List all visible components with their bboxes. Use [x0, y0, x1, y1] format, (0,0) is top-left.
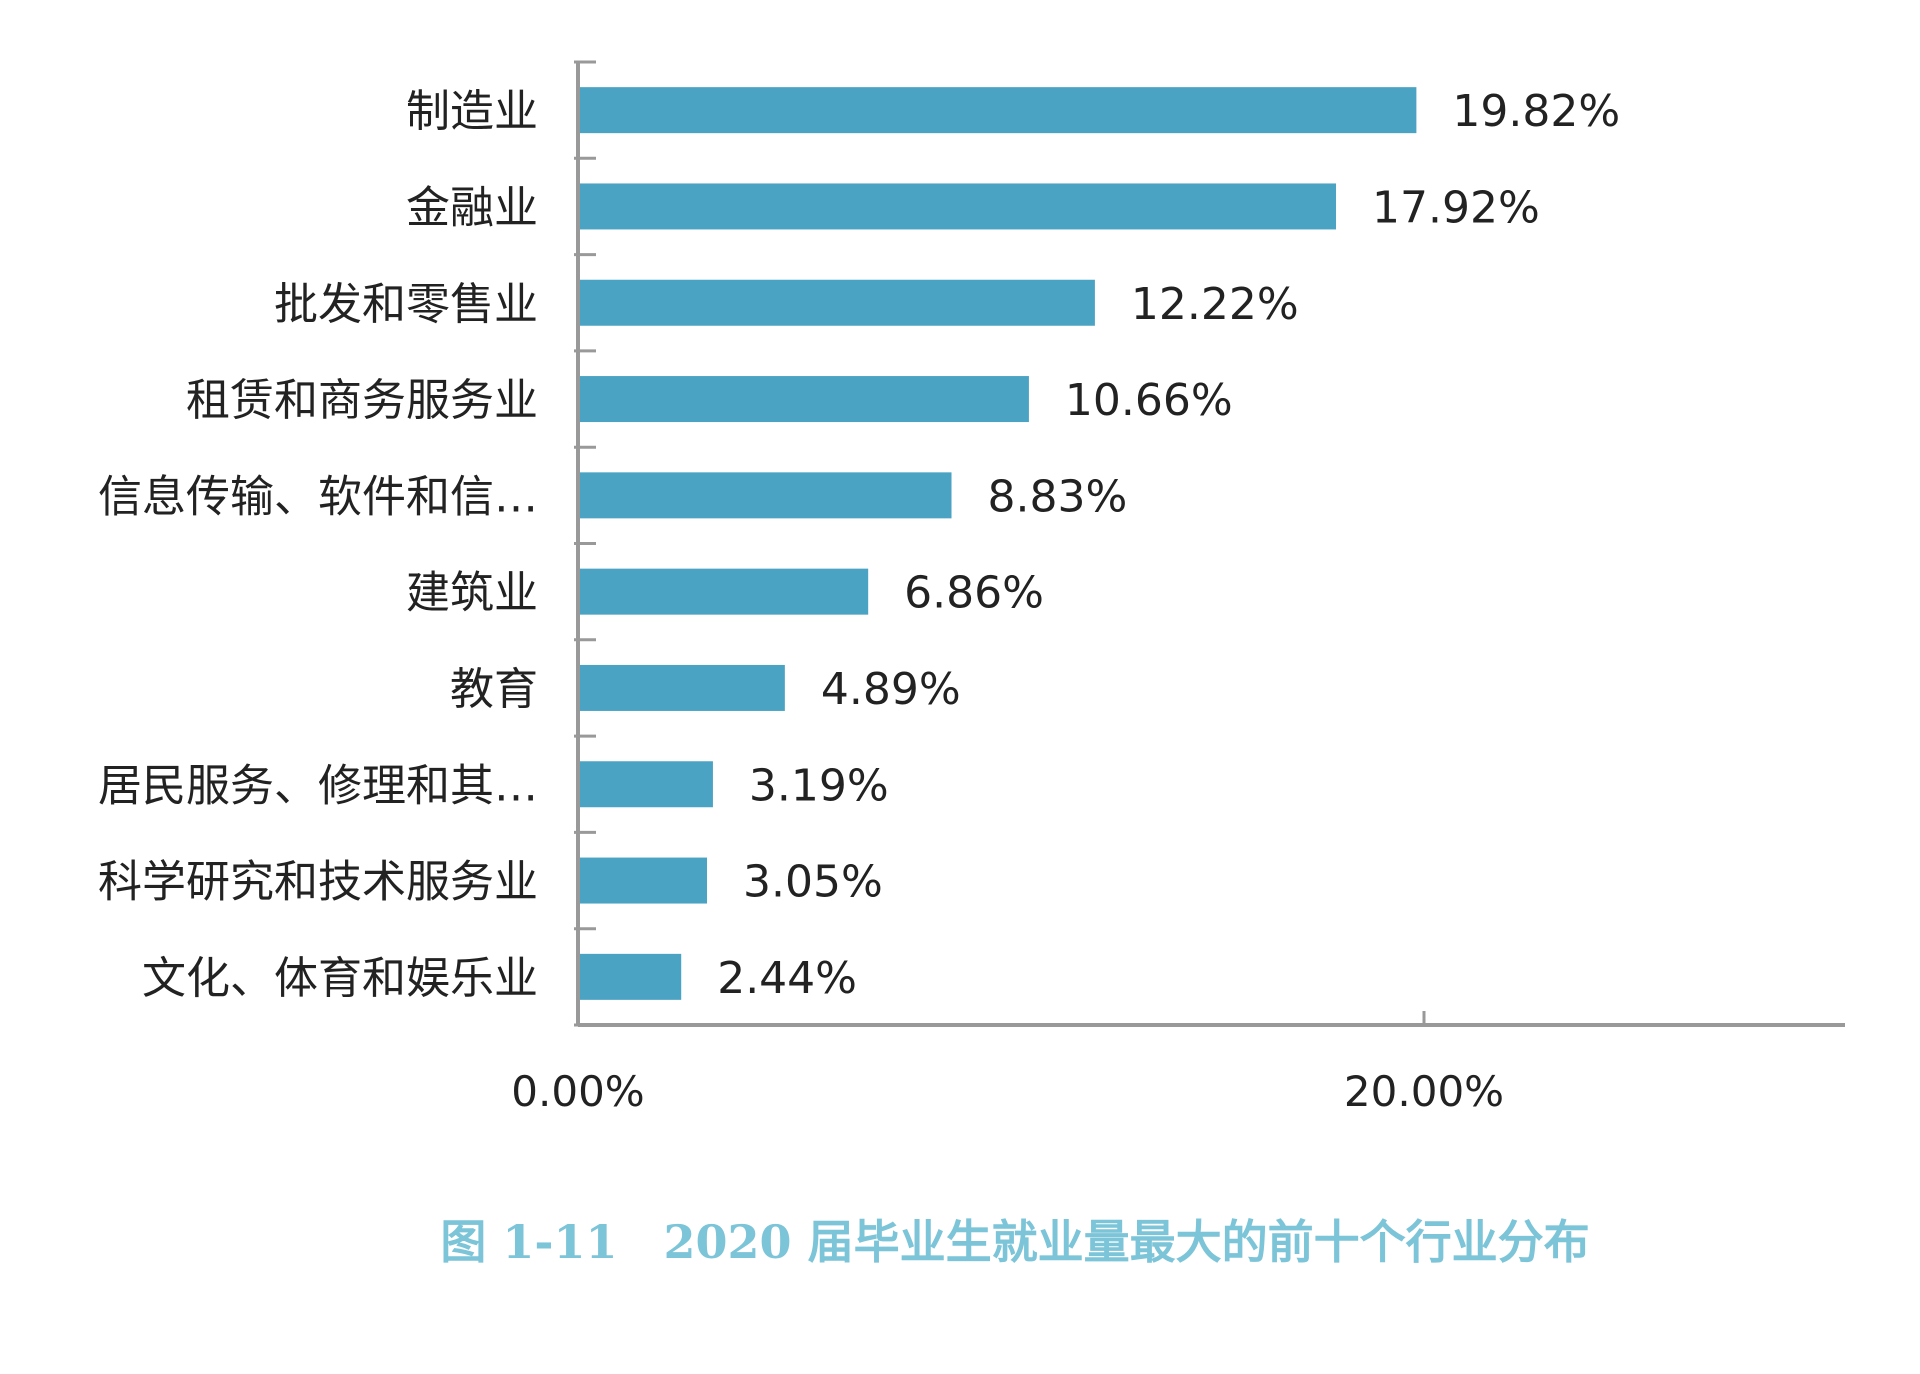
bar-2 [578, 279, 1095, 326]
value-label-3: 10.66% [1065, 375, 1233, 426]
category-label-4: 信息传输、软件和信… [98, 471, 538, 522]
figure-caption: 图 1-11 2020 届毕业生就业量最大的前十个行业分布 [440, 1215, 1589, 1269]
bar-7 [578, 761, 713, 808]
value-labels-layer: 19.82% 17.92% 12.22% 10.66% 8.83% 6.86% 4.89% 3… [717, 86, 1620, 1004]
bar-3 [578, 376, 1029, 423]
category-label-6: 教育 [450, 664, 538, 715]
value-label-9: 2.44% [717, 953, 857, 1004]
bar-4 [578, 472, 952, 519]
x-tick-label-0: 0.00% [511, 1067, 644, 1116]
value-label-1: 17.92% [1372, 182, 1540, 233]
value-label-7: 3.19% [749, 760, 889, 811]
bar-1 [578, 183, 1337, 230]
category-label-1: 金融业 [406, 182, 538, 233]
value-label-4: 8.83% [988, 471, 1128, 522]
bar-0 [578, 87, 1417, 134]
value-label-8: 3.05% [743, 857, 883, 908]
axes-layer: 0.00% 20.00% [511, 60, 1845, 1116]
value-label-6: 4.89% [821, 664, 961, 715]
category-label-7: 居民服务、修理和其… [98, 760, 538, 811]
category-label-3: 租赁和商务服务业 [186, 375, 538, 426]
bar-6 [578, 664, 785, 711]
x-tick-label-1: 20.00% [1344, 1067, 1504, 1116]
category-label-9: 文化、体育和娱乐业 [142, 953, 538, 1004]
value-label-0: 19.82% [1452, 86, 1620, 137]
category-label-2: 批发和零售业 [274, 279, 538, 330]
bar-9 [578, 953, 682, 1000]
category-label-5: 建筑业 [406, 568, 538, 619]
bar-8 [578, 857, 708, 904]
value-label-2: 12.22% [1131, 279, 1299, 330]
bar-5 [578, 568, 869, 615]
category-label-0: 制造业 [406, 86, 538, 137]
value-label-5: 6.86% [904, 568, 1044, 619]
bars-layer [578, 87, 1417, 1000]
category-label-8: 科学研究和技术服务业 [98, 857, 538, 908]
